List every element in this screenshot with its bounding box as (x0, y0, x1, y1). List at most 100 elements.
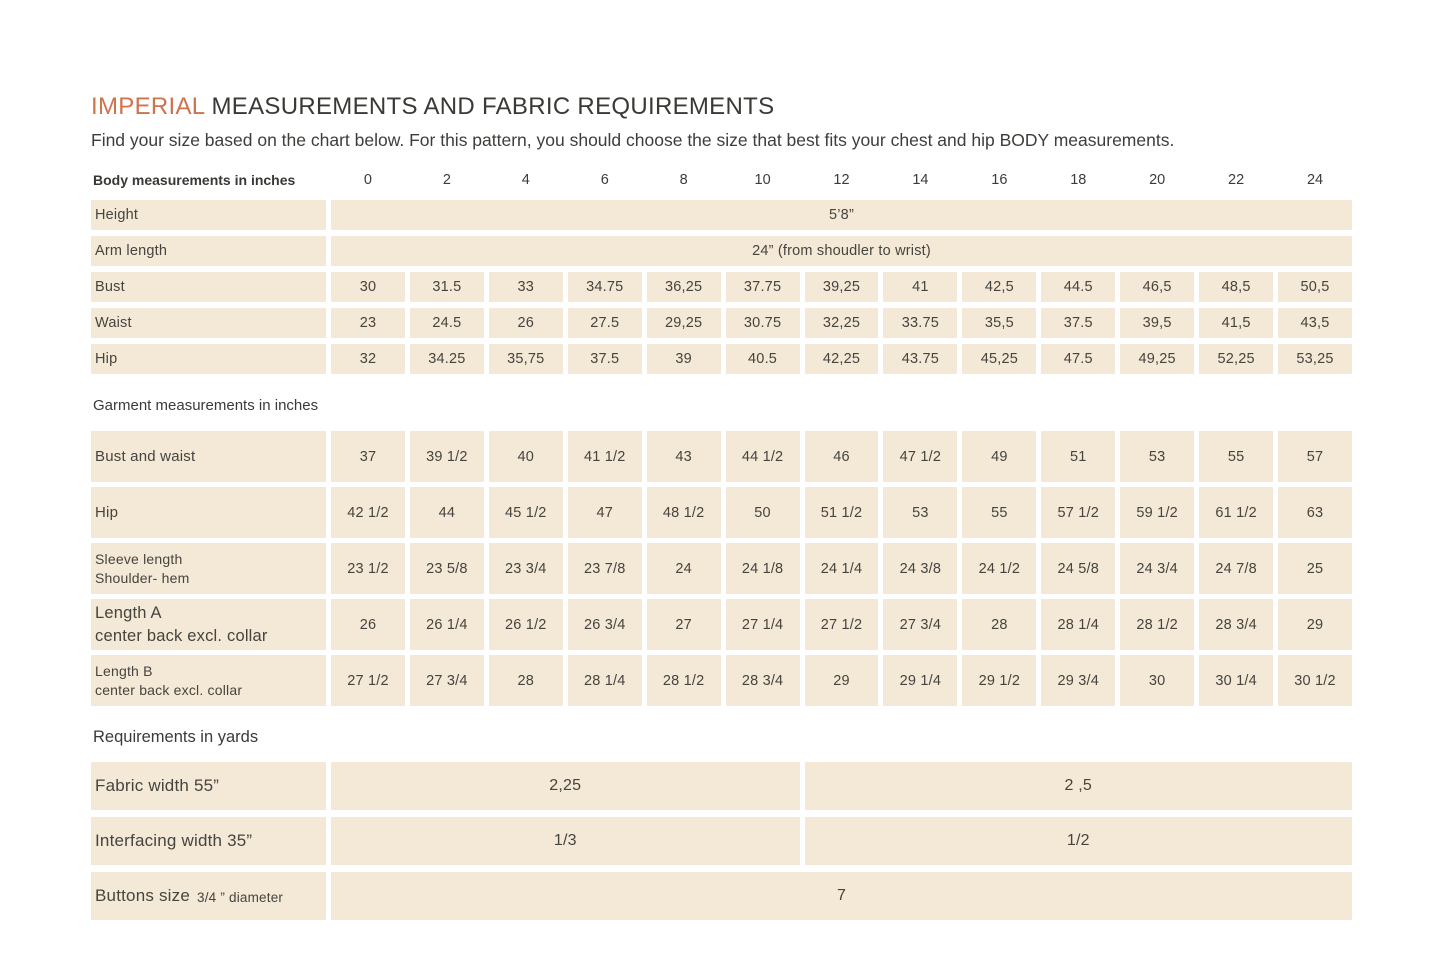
value-cell: 47 1/2 (883, 431, 958, 483)
left-span-value-cell: 2,25 (331, 762, 800, 811)
value-cell: 57 (1278, 431, 1352, 483)
value-cell: 47.5 (1041, 344, 1116, 375)
left-span-value-cell: 1/3 (331, 817, 800, 866)
value-cell: 42 1/2 (331, 487, 405, 539)
value-cell: 37.5 (567, 344, 642, 375)
value-cell: 35,5 (962, 308, 1037, 339)
row-label-main: Interfacing width 35” (95, 831, 253, 851)
value-cell: 24 5/8 (1041, 543, 1116, 595)
value-cell: 27 3/4 (883, 599, 958, 651)
size-column-header: 8 (679, 172, 688, 189)
value-cell: 27 1/2 (331, 655, 405, 707)
value-cell: 29 (804, 655, 879, 707)
value-cell: 49,25 (1120, 344, 1195, 375)
merged-value-cell: 5’8” (331, 200, 1352, 231)
value-cell: 45,25 (962, 344, 1037, 375)
requirements-section-heading: Requirements in yards (93, 728, 259, 747)
value-cell: 43,5 (1278, 308, 1352, 339)
row-label: Interfacing width 35” (91, 817, 326, 866)
row-label-line1: Sleeve length (95, 550, 183, 567)
value-cell: 29 1/2 (962, 655, 1037, 707)
row-label: Hip (91, 344, 326, 375)
value-cell: 26 (488, 308, 563, 339)
value-cell: 23 5/8 (409, 543, 484, 595)
row-label-main: Buttons size (95, 886, 191, 906)
value-cell: 46 (804, 431, 879, 483)
body-measurements-table: Height 5’8” Arm length 24” (from shoudler t… (91, 200, 1352, 375)
value-cell: 30 1/2 (1278, 655, 1352, 707)
value-cell: 39 (646, 344, 721, 375)
value-cell: 52,25 (1199, 344, 1274, 375)
value-cell: 50,5 (1278, 272, 1352, 303)
value-cell: 55 (962, 487, 1037, 539)
merged-value-cell: 24” (from shoudler to wrist) (331, 236, 1352, 267)
value-cell: 27 1/2 (804, 599, 879, 651)
value-cell: 41 1/2 (567, 431, 642, 483)
size-column-header: 6 (600, 172, 609, 189)
value-cell: 30 (1120, 655, 1195, 707)
value-cell: 45 1/2 (488, 487, 563, 539)
value-cell: 26 1/2 (488, 599, 563, 651)
row-label-main: Fabric width 55” (95, 776, 220, 796)
right-span-value-cell: 2 ,5 (804, 762, 1352, 811)
value-cell: 41 (883, 272, 958, 303)
value-cell: 23 7/8 (567, 543, 642, 595)
row-label-line2: center back excl. collar (95, 681, 243, 698)
value-cell: 24 1/2 (962, 543, 1037, 595)
size-column-header: 24 (1306, 172, 1324, 189)
value-cell: 28 3/4 (1199, 599, 1274, 651)
value-cell: 42,5 (962, 272, 1037, 303)
value-cell: 39,25 (804, 272, 879, 303)
value-cell: 32,25 (804, 308, 879, 339)
value-cell: 55 (1199, 431, 1274, 483)
garment-measurements-table: Bust and waist 37 39 1/2 40 41 1/2 43 44 1/2 46… (91, 431, 1352, 707)
value-cell: 37.5 (1041, 308, 1116, 339)
value-cell: 27 1/4 (725, 599, 800, 651)
row-label-line1: Length B (95, 662, 153, 679)
value-cell: 53 (1120, 431, 1195, 483)
value-cell: 39,5 (1120, 308, 1195, 339)
row-label: Waist (91, 308, 326, 339)
value-cell: 28 (962, 599, 1037, 651)
value-cell: 48 1/2 (646, 487, 721, 539)
value-cell: 24 1/4 (804, 543, 879, 595)
value-cell: 29 (1278, 599, 1352, 651)
size-column-header: 2 (442, 172, 451, 189)
value-cell: 30 1/4 (1199, 655, 1274, 707)
value-cell: 24 7/8 (1199, 543, 1274, 595)
size-header-label: Body measurements in inches (93, 172, 296, 189)
value-cell: 46,5 (1120, 272, 1195, 303)
value-cell: 41,5 (1199, 308, 1274, 339)
value-cell: 61 1/2 (1199, 487, 1274, 539)
value-cell: 28 1/4 (1041, 599, 1116, 651)
size-column-header: 20 (1149, 172, 1166, 189)
value-cell: 24.5 (409, 308, 484, 339)
row-label-line2: center back excl. collar (95, 626, 268, 645)
value-cell: 53 (883, 487, 958, 539)
value-cell: 34.75 (567, 272, 642, 303)
value-cell: 35,75 (488, 344, 563, 375)
right-span-value-cell: 1/2 (804, 817, 1352, 866)
value-cell: 59 1/2 (1120, 487, 1195, 539)
value-cell: 27 (646, 599, 721, 651)
size-column-header: 18 (1070, 172, 1087, 189)
value-cell: 33 (488, 272, 563, 303)
row-label-note: 3/4 ” diameter (197, 889, 284, 905)
value-cell: 24 3/4 (1120, 543, 1195, 595)
value-cell: 23 1/2 (331, 543, 405, 595)
value-cell: 28 (488, 655, 563, 707)
value-cell: 51 (1041, 431, 1116, 483)
value-cell: 50 (725, 487, 800, 539)
page-title-highlight: IMPERIAL (91, 93, 205, 120)
value-cell: 25 (1278, 543, 1352, 595)
value-cell: 26 (331, 599, 405, 651)
size-column-header: 4 (521, 172, 530, 189)
value-cell: 29,25 (646, 308, 721, 339)
row-label: Hip (91, 487, 326, 539)
row-label: Height (91, 200, 326, 231)
value-cell: 28 1/2 (646, 655, 721, 707)
value-cell: 40 (488, 431, 563, 483)
value-cell: 26 1/4 (409, 599, 484, 651)
value-cell: 39 1/2 (409, 431, 484, 483)
size-column-header: 16 (991, 172, 1008, 189)
